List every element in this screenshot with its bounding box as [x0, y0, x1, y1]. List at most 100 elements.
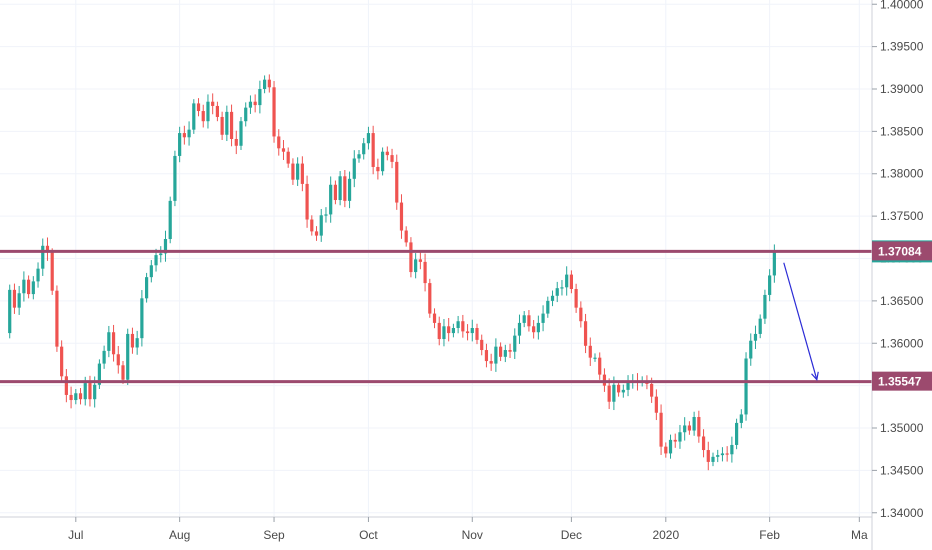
candle-down [602, 374, 607, 386]
time-tick-label: Nov [462, 528, 483, 542]
candle-up [258, 88, 262, 106]
candle-up [263, 79, 267, 89]
candle-down [461, 321, 465, 332]
candle-up [74, 393, 78, 401]
candle-down [50, 252, 54, 291]
candle-up [522, 315, 526, 323]
candle-up [772, 251, 776, 276]
candle-up [692, 416, 696, 431]
candle-down [423, 261, 427, 284]
candle-up [739, 414, 743, 423]
candle-up [163, 239, 168, 254]
candle-up [758, 318, 762, 334]
candle-down [395, 161, 399, 203]
candle-up [555, 288, 559, 296]
candle-up [41, 245, 45, 269]
candle-down [475, 327, 479, 340]
candle-down [659, 412, 663, 447]
candle-up [102, 350, 106, 364]
candle-down [64, 376, 68, 395]
time-tick-label: Ma [851, 528, 868, 542]
candle-down [650, 383, 654, 397]
candle-up [168, 200, 172, 240]
candle-up [159, 253, 163, 256]
support-resistance-levels [0, 249, 872, 384]
candle-down [333, 184, 337, 201]
price-tick-label: 1.36000 [880, 336, 924, 350]
candle-up [735, 422, 739, 445]
candle-down [291, 163, 295, 180]
candle-up [36, 268, 40, 282]
candle-up [362, 143, 366, 155]
candle-up [668, 439, 673, 454]
candle-up [83, 383, 87, 400]
candle-down [687, 425, 691, 431]
candle-down [272, 87, 276, 137]
price-badges: 1.37084 1.35547 [872, 240, 932, 391]
candle-up [239, 121, 243, 146]
candle-up [8, 289, 12, 334]
candle-down [234, 138, 238, 146]
candle-down [69, 394, 73, 401]
candle-up [145, 277, 149, 299]
candle-down [484, 350, 489, 362]
candle-up [546, 300, 550, 314]
candle-down [121, 365, 125, 380]
candle-down [418, 259, 422, 262]
candle-down [532, 326, 536, 333]
candle-up [711, 456, 715, 462]
candle-down [376, 166, 380, 172]
candle-up [149, 265, 153, 278]
candle-down [281, 148, 286, 152]
candle-up [763, 294, 767, 319]
candle-up [753, 333, 758, 341]
arrow-shaft [783, 262, 818, 380]
price-tick-label: 1.39000 [880, 82, 924, 96]
candle-down [211, 101, 215, 106]
candle-down [78, 393, 83, 400]
candle-down [409, 242, 413, 273]
price-tick-label: 1.38500 [880, 124, 924, 138]
candle-up [126, 333, 130, 380]
candle-down [399, 202, 404, 231]
candle-down [182, 133, 186, 138]
candle-up [560, 287, 564, 289]
candle-down [527, 315, 531, 327]
candle-up [513, 335, 517, 352]
candle-down [697, 416, 701, 437]
candle-down [508, 350, 512, 352]
candle-up [744, 358, 748, 415]
candle-down [390, 155, 394, 162]
grid-lines [0, 0, 872, 517]
candle-down [215, 105, 219, 117]
candle-down [253, 101, 257, 106]
candle-down [598, 357, 602, 375]
price-tick-label: 1.38000 [880, 167, 924, 181]
candle-up [97, 363, 101, 385]
level-price-badge [872, 371, 932, 391]
candle-up [730, 444, 734, 455]
candle-up [206, 101, 210, 122]
candle-up [338, 176, 342, 201]
candle-down [437, 322, 441, 340]
candle-down [277, 136, 281, 149]
candle-down [489, 361, 493, 364]
candle-up [612, 384, 616, 402]
candle-down [574, 289, 578, 308]
candle-up [768, 275, 772, 295]
candle-up [187, 129, 191, 138]
price-tick-label: 1.36500 [880, 294, 924, 308]
candle-up [107, 332, 111, 351]
price-tick-label: 1.34000 [880, 506, 924, 520]
candle-up [541, 313, 545, 323]
candle-down [579, 307, 583, 322]
time-tick-label: 2020 [652, 528, 679, 542]
candle-up [749, 340, 753, 359]
candle-up [494, 346, 498, 364]
candle-up [565, 274, 569, 288]
candle-up [683, 425, 687, 433]
candle-down [55, 290, 59, 347]
candle-up [550, 295, 555, 301]
candle-up [381, 151, 385, 172]
